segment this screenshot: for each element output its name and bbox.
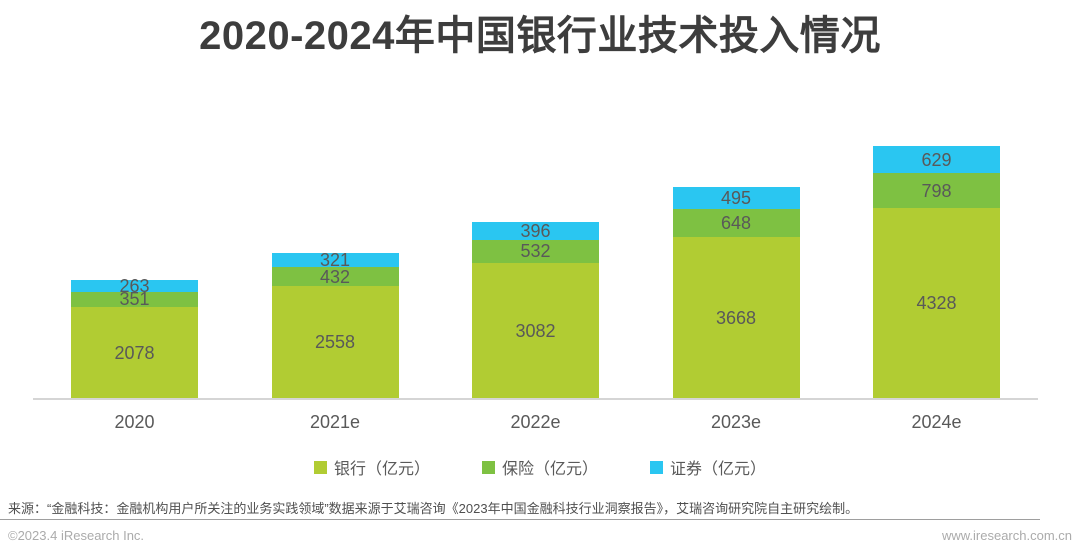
bar-2020: 263 351 2078 (71, 275, 198, 398)
segment-securities-2024e: 629 (873, 145, 1000, 174)
x-axis-labels: 2020 2021e 2022e 2023e 2024e (33, 412, 1038, 433)
segment-insurance-2022e: 532 (472, 239, 599, 263)
legend-label-insurance: 保险（亿元） (501, 461, 598, 478)
value-label-securities-2023e: 495 (720, 188, 752, 209)
copyright-text: ©2023.4 iResearch Inc. (8, 528, 145, 543)
website-text: www.iresearch.com.cn (941, 528, 1072, 543)
segment-securities-2021e: 321 (271, 250, 399, 271)
footer-divider (0, 519, 1040, 520)
segment-bank-2021e: 2558 (271, 286, 399, 398)
legend-swatch-securities (650, 460, 663, 474)
legend-swatch-insurance (481, 460, 495, 474)
chart-title: 2020-2024年中国银行业技术投入情况 (199, 14, 881, 58)
segment-insurance-2024e: 798 (873, 173, 1000, 209)
value-label-bank-2024e: 4328 (916, 293, 957, 314)
value-label-bank-2020: 2078 (114, 342, 155, 363)
x-tick-label-2020: 2020 (114, 412, 155, 432)
segment-bank-2023e: 3668 (672, 237, 800, 398)
value-label-insurance-2024e: 798 (921, 180, 952, 201)
legend-item-insurance: 保险（亿元） (481, 455, 598, 479)
segment-bank-2024e: 4328 (873, 208, 1000, 398)
segment-securities-2023e: 495 (672, 187, 800, 209)
stacked-bar-chart: 263 351 2078 321 432 2558 396 532 3082 495 648 3668… (33, 60, 1038, 433)
legend-swatch-bank (313, 460, 327, 474)
legend-item-bank: 银行（亿元） (313, 455, 430, 479)
value-label-securities-2024e: 629 (921, 149, 952, 170)
segment-securities-2020: 263 (71, 275, 198, 296)
value-label-insurance-2023e: 648 (720, 213, 752, 234)
legend-label-securities: 证券（亿元） (670, 461, 767, 478)
segment-bank-2020: 2078 (71, 307, 198, 398)
value-label-insurance-2021e: 432 (319, 266, 351, 287)
value-label-bank-2023e: 3668 (715, 307, 757, 328)
bar-2024e: 629 798 4328 (873, 145, 1000, 398)
segment-securities-2022e: 396 (472, 221, 599, 242)
value-label-bank-2021e: 2558 (314, 332, 356, 352)
value-label-insurance-2020: 351 (119, 289, 150, 310)
legend-label-bank: 银行（亿元） (333, 461, 430, 478)
legend-item-securities: 证券（亿元） (650, 455, 766, 479)
value-label-securities-2022e: 396 (520, 221, 551, 242)
x-tick-label-2023e: 2023e (710, 412, 762, 432)
page-footer: ©2023.4 iResearch Inc. www.iresearch.com… (8, 528, 1072, 543)
value-label-bank-2022e: 3082 (515, 320, 556, 341)
x-tick-label-2024e: 2024e (911, 412, 962, 432)
bar-2023e: 495 648 3668 (672, 187, 800, 398)
source-note: 来源：“金融科技：金融机构用户所关注的业务实践领域”数据来源于艾瑞咨询《2023… (8, 501, 859, 516)
value-label-securities-2021e: 321 (319, 250, 351, 271)
x-tick-label-2021e: 2021e (309, 412, 361, 432)
segment-bank-2022e: 3082 (472, 263, 599, 398)
plot-area: 263 351 2078 321 432 2558 396 532 3082 495 648 3668… (33, 60, 1038, 400)
segment-insurance-2021e: 432 (271, 266, 399, 287)
segment-insurance-2020: 351 (71, 289, 198, 310)
x-tick-label-2022e: 2022e (510, 412, 561, 432)
value-label-securities-2020: 263 (119, 275, 150, 296)
bar-2021e: 321 432 2558 (271, 250, 399, 398)
chart-legend: 银行（亿元） 保险（亿元） 证券（亿元） (0, 455, 1080, 479)
segment-insurance-2023e: 648 (672, 208, 800, 238)
bar-2022e: 396 532 3082 (472, 222, 599, 398)
value-label-insurance-2022e: 532 (520, 241, 551, 262)
